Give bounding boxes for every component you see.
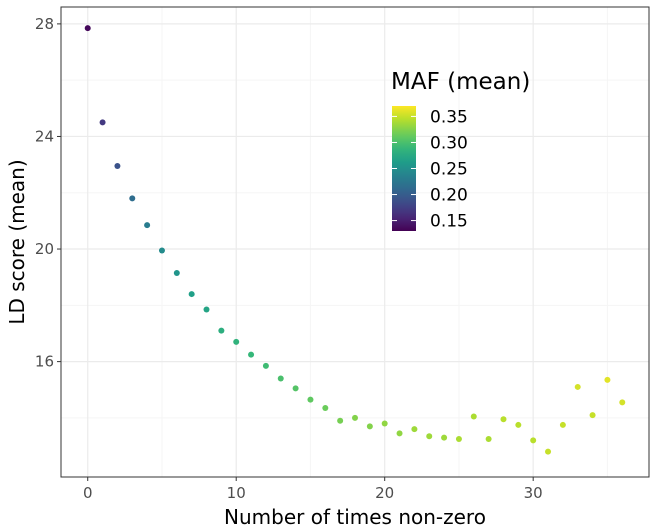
data-point	[322, 405, 329, 412]
data-point	[158, 247, 165, 254]
data-point	[248, 351, 255, 358]
data-point	[292, 385, 299, 392]
data-point	[233, 338, 240, 345]
y-axis-title: LD score (mean)	[5, 159, 29, 324]
data-point	[366, 423, 373, 430]
y-tick-label: 16	[35, 353, 54, 371]
legend: MAF (mean) 0.35 0.30 0.25 0.20 0.15	[391, 69, 530, 232]
data-point	[619, 399, 626, 406]
colorbar-label: 0.35	[430, 107, 468, 127]
data-point	[515, 421, 522, 428]
data-point	[426, 433, 433, 440]
data-point	[381, 420, 388, 427]
data-point	[500, 416, 507, 423]
y-tick-label: 24	[35, 127, 54, 145]
colorbar-label: 0.25	[430, 160, 468, 180]
x-tick-label: 20	[375, 484, 394, 502]
data-point	[559, 421, 566, 428]
colorbar-label: 0.15	[430, 212, 468, 232]
x-axis-title: Number of times non-zero	[224, 505, 486, 529]
data-point	[188, 291, 195, 298]
points	[84, 25, 626, 455]
axes: 0 10 20 30 16 20 24 28	[35, 15, 543, 502]
data-point	[129, 195, 136, 202]
data-point	[218, 327, 225, 334]
data-point	[99, 119, 106, 126]
data-point	[262, 362, 269, 369]
data-point	[352, 414, 358, 421]
data-point	[545, 448, 552, 455]
data-point	[589, 412, 596, 419]
data-point	[114, 163, 121, 170]
data-point	[604, 376, 611, 383]
x-tick-label: 30	[524, 484, 543, 502]
y-tick-label: 20	[35, 240, 54, 258]
data-point	[470, 413, 477, 420]
data-point	[485, 436, 492, 443]
data-point	[277, 375, 284, 382]
legend-title: MAF (mean)	[391, 69, 530, 95]
data-point	[396, 430, 403, 437]
data-point	[411, 426, 418, 433]
data-point	[144, 222, 151, 229]
data-point	[203, 306, 210, 313]
data-point	[455, 436, 462, 443]
colorbar-label: 0.20	[430, 186, 468, 206]
colorbar-label: 0.30	[430, 133, 468, 153]
data-point	[337, 417, 344, 424]
data-point	[441, 434, 448, 441]
x-tick-label: 0	[83, 484, 93, 502]
panel-border	[60, 6, 650, 478]
y-tick-label: 28	[35, 15, 54, 33]
x-tick-label: 10	[227, 484, 246, 502]
data-point	[84, 25, 91, 32]
data-point	[574, 383, 581, 390]
data-point	[530, 437, 537, 444]
data-point	[173, 269, 180, 276]
data-point	[307, 396, 314, 403]
